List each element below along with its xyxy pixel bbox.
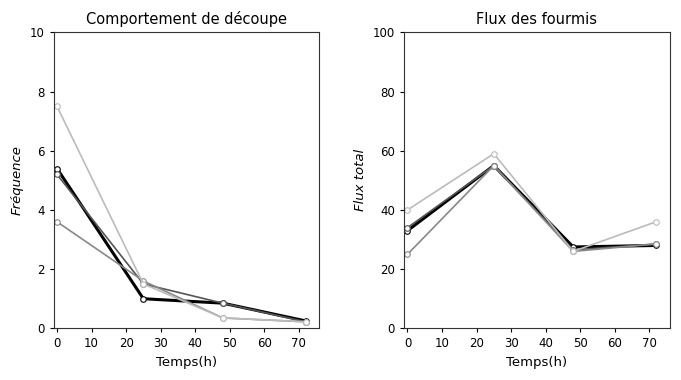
Title: Comportement de découpe: Comportement de découpe: [86, 11, 287, 27]
X-axis label: Temps(h): Temps(h): [507, 356, 567, 369]
X-axis label: Temps(h): Temps(h): [156, 356, 217, 369]
Title: Flux des fourmis: Flux des fourmis: [477, 12, 597, 27]
Y-axis label: Flux total: Flux total: [354, 149, 367, 211]
Y-axis label: Fréquence: Fréquence: [11, 146, 24, 215]
